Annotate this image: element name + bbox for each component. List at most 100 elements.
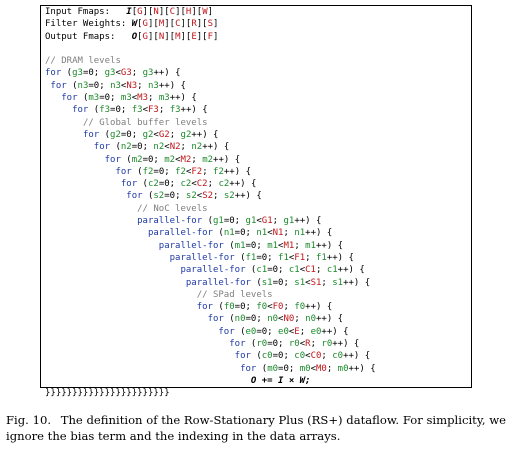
code-line: // DRAM levels (45, 55, 471, 67)
code-token: ( (77, 93, 89, 104)
code-token: C (169, 7, 176, 17)
code-token: ++) { (348, 363, 376, 374)
code-token: m3 (158, 93, 170, 104)
code-token: =0; (142, 154, 165, 165)
code-line: parallel-for (g1=0; g1<G1; g1++) { (45, 215, 471, 227)
code-token: s1 (261, 277, 273, 288)
code-token: ++) { (316, 240, 344, 251)
code-token: =0; (256, 326, 279, 337)
code-token: =0; (272, 277, 295, 288)
code-token: E (294, 326, 300, 337)
code-token: for (229, 339, 246, 350)
code-token: c1 (256, 265, 268, 276)
code-token: =0; (110, 105, 132, 116)
code-token: ( (88, 105, 100, 116)
code-token: =0; (256, 252, 279, 263)
code-token: G2 (158, 129, 170, 140)
code-line: for (g3=0; g3<G3; g3++) { (45, 67, 471, 79)
code-token: =0; (88, 80, 111, 91)
code-token: f3 (169, 105, 181, 116)
code-token: parallel-for (169, 252, 235, 263)
code-token (45, 290, 197, 300)
code-token: f1 (315, 252, 327, 263)
code-token: =0; (82, 68, 105, 79)
code-token: g3 (104, 68, 116, 79)
code-token: ; (283, 302, 295, 313)
code-token: C1 (305, 265, 316, 276)
code-token: n1 (294, 228, 306, 239)
code-token: N2 (169, 142, 181, 153)
code-token: s2 (153, 191, 165, 202)
code-token: ][ (196, 31, 208, 42)
code-token: ; (213, 191, 224, 202)
code-token: F1 (294, 252, 306, 263)
code-token: N (158, 31, 165, 42)
code-line: Input Fmaps: I[G][N][C][H][W] (45, 6, 471, 18)
code-token: G1 (261, 216, 273, 227)
code-token: ( (234, 252, 246, 263)
code-token (45, 93, 61, 103)
code-token: ++) { (223, 166, 251, 177)
code-token: parallel-for (137, 216, 203, 227)
code-token: F2 (191, 166, 203, 177)
code-token: < (191, 179, 197, 190)
code-token: // DRAM levels (45, 56, 121, 67)
code-token: f1 (278, 252, 289, 263)
code-token (45, 142, 94, 152)
code-token: ; (158, 105, 170, 116)
code-token: m3 (88, 93, 100, 104)
code-line: // NoC levels (45, 203, 471, 215)
code-token: c1 (326, 265, 338, 276)
code-token (45, 167, 115, 177)
code-token: for (207, 314, 224, 325)
code-token: ; (315, 265, 327, 276)
code-token: ][ (142, 7, 154, 17)
code-token: s2 (185, 191, 197, 202)
code-token: < (185, 166, 192, 177)
code-token: for (104, 154, 121, 165)
code-token: ][ (147, 19, 159, 30)
code-token: c2 (147, 179, 159, 190)
code-token: [ (137, 31, 143, 42)
code-token: M (175, 31, 181, 42)
code-token: ( (245, 265, 257, 276)
code-token: ++) { (180, 105, 208, 116)
code-token: g1 (213, 216, 224, 227)
code-token (45, 241, 159, 251)
code-token: O += I × W; (250, 375, 311, 386)
code-token: n0 (234, 314, 246, 325)
code-token: Input Fmaps: (45, 7, 127, 17)
code-token: parallel-for (185, 277, 251, 288)
code-token: n2 (153, 142, 165, 153)
figure-caption: Fig. 10. The definition of the Row-Stati… (6, 412, 506, 444)
code-token: ++) { (229, 179, 257, 190)
code-token: S2 (202, 191, 214, 202)
code-token: F (207, 31, 214, 42)
code-token: ][ (180, 19, 192, 30)
code-token: ++) { (321, 326, 349, 337)
code-token: f3 (99, 105, 111, 116)
code-token: ( (234, 326, 246, 337)
code-token: g1 (245, 216, 257, 227)
code-token (45, 376, 251, 386)
code-token: ++) { (332, 339, 360, 350)
code-token: < (153, 129, 159, 140)
code-token: m0 (299, 363, 311, 374)
code-token: ][ (164, 31, 176, 42)
code-token: f1 (245, 252, 257, 263)
code-token (45, 155, 105, 165)
code-line: for (s2=0; s2<S2; s2++) { (45, 190, 471, 202)
code-token: ; (321, 277, 333, 288)
code-token (45, 314, 208, 324)
code-token: n0 (267, 314, 279, 325)
code-token (45, 191, 126, 201)
code-token: ] (213, 31, 219, 42)
code-token: =0; (234, 228, 257, 239)
code-token: G (142, 19, 148, 30)
code-token: ( (223, 240, 235, 251)
code-token: < (288, 252, 295, 263)
code-line: Output Fmaps: O[G][N][M][E][F] (45, 31, 471, 43)
code-token: M2 (180, 154, 192, 165)
code-token (45, 351, 235, 361)
code-token: ( (245, 339, 257, 350)
